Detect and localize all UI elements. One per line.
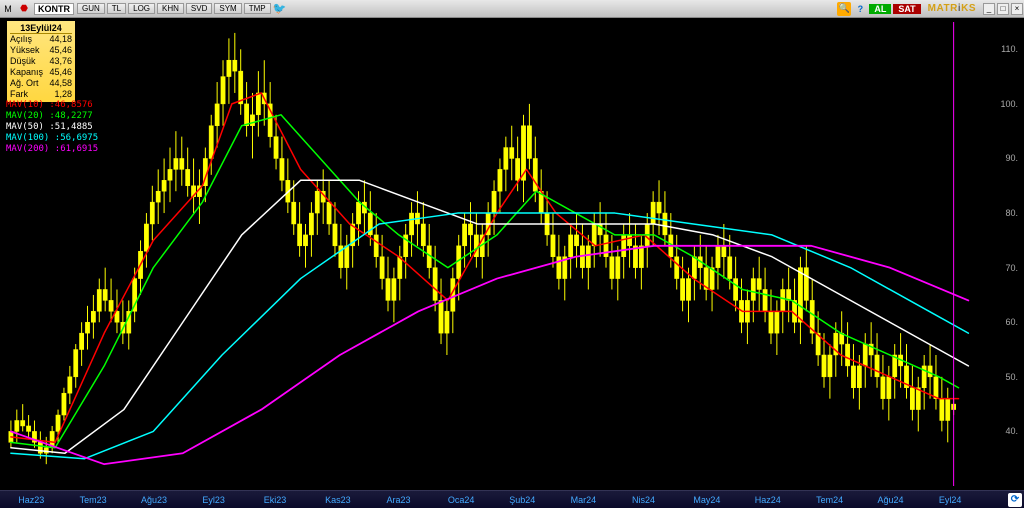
mav-legend-row: MAV(200) :61,6915: [6, 144, 98, 155]
help-icon[interactable]: ?: [853, 2, 867, 16]
minimize-button[interactable]: _: [983, 3, 995, 15]
x-tick: Şub24: [509, 495, 535, 505]
x-tick: Nis24: [632, 495, 655, 505]
price-chart[interactable]: [0, 18, 1024, 490]
toolbar-btn-svd[interactable]: SVD: [186, 3, 212, 14]
close-button[interactable]: ×: [1011, 3, 1023, 15]
maximize-button[interactable]: □: [997, 3, 1009, 15]
y-tick: 60.: [1005, 317, 1018, 327]
info-row: Kapanış45,46: [10, 67, 72, 78]
chart-area[interactable]: [0, 18, 1024, 490]
info-row: Ağ. Ort44,58: [10, 78, 72, 89]
mav-legend-row: MAV(100) :56,6975: [6, 133, 98, 144]
y-tick: 70.: [1005, 263, 1018, 273]
ohlc-info-box: 13Eylül24 Açılış44,18Yüksek45,46Düşük43,…: [6, 20, 76, 103]
y-tick: 50.: [1005, 372, 1018, 382]
toolbar-btn-khn[interactable]: KHN: [157, 3, 184, 14]
x-tick: Eki23: [264, 495, 287, 505]
brand-logo: MATRiKS: [928, 3, 976, 14]
info-date: 13Eylül24: [10, 23, 72, 34]
refresh-icon[interactable]: ⟳: [1008, 493, 1022, 507]
sell-button[interactable]: SAT: [893, 4, 920, 14]
info-row: Fark1,28: [10, 89, 72, 100]
toolbar-btn-tl[interactable]: TL: [107, 3, 126, 14]
toolbar-btn-log[interactable]: LOG: [128, 3, 155, 14]
info-row: Açılış44,18: [10, 34, 72, 45]
ticker-symbol[interactable]: KONTR: [34, 3, 74, 15]
x-tick: May24: [693, 495, 720, 505]
x-tick: Kas23: [325, 495, 351, 505]
x-tick: Mar24: [571, 495, 597, 505]
x-tick: Ağu23: [141, 495, 167, 505]
x-tick: Eyl24: [939, 495, 962, 505]
toolbar: M ⬣ KONTR GUNTLLOGKHNSVDSYMTMP 🐦 🔍 ? AL …: [0, 0, 1024, 18]
x-tick: Ara23: [387, 495, 411, 505]
x-tick: Ağu24: [878, 495, 904, 505]
toolbar-btn-tmp[interactable]: TMP: [244, 3, 271, 14]
mav-legend-row: MAV(20) :48,2277: [6, 111, 98, 122]
x-tick: Eyl23: [202, 495, 225, 505]
mav-legend-row: MAV(10) :46,8576: [6, 100, 98, 111]
toolbar-btn-sym[interactable]: SYM: [214, 3, 241, 14]
x-tick: Tem24: [816, 495, 843, 505]
info-row: Yüksek45,46: [10, 45, 72, 56]
y-tick: 80.: [1005, 208, 1018, 218]
buy-button[interactable]: AL: [869, 4, 891, 14]
x-tick: Tem23: [80, 495, 107, 505]
x-axis: ⟳ Haz23 Tem23 Ağu23 Eyl23 Eki23 Kas23 Ara23 Oca…: [0, 490, 1024, 508]
toolbar-btn-gun[interactable]: GUN: [77, 3, 105, 14]
info-row: Düşük43,76: [10, 56, 72, 67]
x-tick: Oca24: [448, 495, 475, 505]
search-icon[interactable]: 🔍: [837, 2, 851, 16]
y-axis: 40. 50. 60. 70. 80. 90. 100. 110.: [992, 18, 1022, 490]
y-tick: 110.: [1001, 44, 1018, 54]
y-tick: 100.: [1000, 99, 1018, 109]
chart-icon[interactable]: ⬣: [17, 2, 31, 16]
twitter-icon[interactable]: 🐦: [273, 2, 287, 16]
x-tick: Haz23: [18, 495, 44, 505]
mav-legend-row: MAV(50) :51,4885: [6, 122, 98, 133]
y-tick: 40.: [1005, 426, 1018, 436]
x-tick: Haz24: [755, 495, 781, 505]
app-icon: M: [1, 2, 15, 16]
y-tick: 90.: [1005, 153, 1018, 163]
moving-average-legend: MAV(10) :46,8576MAV(20) :48,2277MAV(50) …: [6, 100, 98, 155]
